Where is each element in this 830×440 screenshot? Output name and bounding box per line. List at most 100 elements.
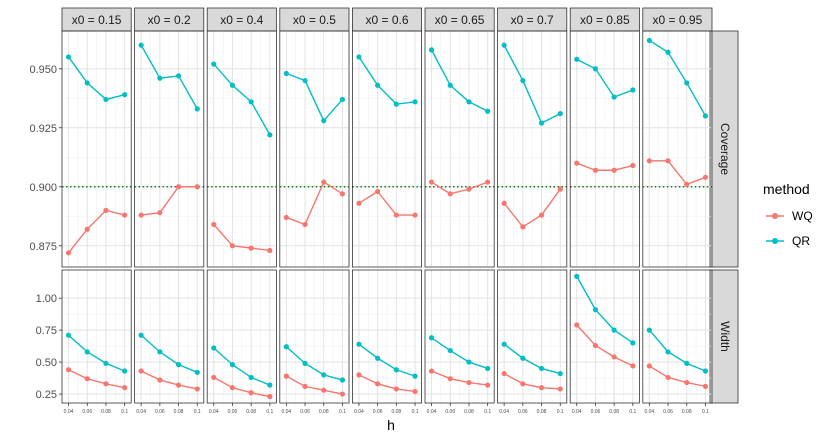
data-point-wq — [501, 200, 507, 206]
data-point-wq — [428, 368, 435, 374]
panel-border — [569, 30, 640, 268]
data-point-wq — [103, 207, 109, 213]
data-point-qr — [229, 82, 236, 88]
data-point-wq — [684, 379, 690, 386]
data-point-qr — [412, 373, 418, 379]
data-point-qr — [267, 132, 273, 138]
data-point-wq — [356, 200, 362, 206]
panel-width-x0-0-95 — [642, 269, 713, 404]
data-point-wq — [393, 212, 399, 218]
data-point-qr — [592, 66, 599, 72]
data-point-qr — [684, 360, 690, 366]
data-point-qr — [646, 37, 652, 44]
data-point-wq — [702, 383, 709, 389]
y-tick-label: 0.50 — [36, 357, 57, 369]
data-point-qr — [138, 332, 144, 338]
panel-coverage-x0-0-4 — [206, 30, 277, 268]
panel-border — [206, 269, 277, 404]
x-tick-label: 0.06 — [663, 409, 673, 415]
data-point-wq — [702, 174, 709, 180]
data-point-wq — [229, 243, 236, 249]
data-point-wq — [557, 186, 563, 192]
data-point-wq — [665, 374, 671, 381]
data-point-wq — [630, 363, 636, 369]
x-tick-label: 0.04 — [209, 409, 219, 415]
data-point-qr — [557, 111, 563, 117]
x-tick-label: 0.1 — [484, 409, 491, 415]
panel-border — [424, 30, 495, 268]
series-line-wq — [213, 376, 270, 398]
data-point-qr — [65, 332, 72, 338]
data-point-wq — [375, 188, 381, 195]
data-point-wq — [665, 158, 671, 164]
data-point-wq — [684, 181, 690, 187]
panel-border — [61, 30, 132, 268]
x-tick-label: 0.1 — [266, 409, 273, 415]
panel-coverage-x0-0-85 — [569, 30, 640, 268]
data-point-wq — [122, 385, 128, 391]
x-tick-label: 0.04 — [427, 409, 437, 415]
y-tick-label: 1.00 — [36, 293, 57, 305]
facet-strip-label: x0 = 0.65 — [435, 13, 485, 27]
panel-border — [497, 269, 568, 404]
x-tick-label: 0.1 — [339, 409, 346, 415]
data-point-wq — [194, 184, 200, 190]
data-point-qr — [574, 273, 580, 279]
series-line-wq — [68, 369, 125, 389]
x-tick-label: 0.06 — [518, 409, 528, 415]
data-point-qr — [138, 42, 144, 48]
data-point-qr — [501, 42, 507, 48]
data-point-wq — [211, 374, 217, 381]
series-line-wq — [431, 181, 488, 195]
data-point-qr — [283, 344, 289, 350]
x-tick-label: 0.04 — [136, 409, 146, 415]
facet-strip-label: x0 = 0.6 — [365, 13, 408, 27]
series-line-qr — [140, 44, 198, 110]
x-tick-label: 0.06 — [373, 409, 383, 415]
data-point-wq — [84, 376, 90, 382]
data-point-wq — [302, 383, 308, 389]
data-point-wq — [65, 250, 72, 256]
series-line-qr — [213, 347, 271, 386]
x-tick-label: 0.08 — [682, 409, 692, 415]
data-point-wq — [646, 363, 652, 369]
panel-coverage-x0-0-15 — [61, 30, 132, 268]
data-point-qr — [302, 77, 308, 84]
data-point-wq — [412, 388, 418, 395]
data-point-wq — [485, 179, 491, 185]
data-point-wq — [611, 354, 617, 360]
data-point-qr — [302, 360, 308, 366]
data-point-wq — [248, 245, 254, 251]
data-point-wq — [321, 387, 327, 393]
data-point-qr — [375, 355, 381, 361]
x-tick-label: 0.08 — [101, 409, 111, 415]
series-line-qr — [140, 334, 198, 373]
data-point-qr — [466, 359, 472, 365]
panel-coverage-x0-0-6 — [351, 30, 422, 268]
data-point-wq — [412, 212, 418, 218]
data-point-qr — [702, 368, 709, 374]
data-point-qr — [393, 101, 399, 107]
data-point-qr — [592, 307, 599, 313]
panel-width-x0-0-2 — [134, 269, 205, 404]
legend-key-point-qr — [772, 238, 778, 244]
panel-border — [279, 30, 350, 268]
data-point-qr — [339, 96, 346, 103]
panel-border — [134, 269, 205, 404]
panel-border — [206, 30, 277, 268]
data-point-qr — [229, 362, 236, 368]
panel-coverage-x0-0-2 — [134, 30, 205, 268]
facet-strip-label: x0 = 0.85 — [580, 13, 630, 27]
series-line-wq — [503, 188, 561, 228]
data-point-qr — [630, 340, 636, 346]
series-line-wq — [140, 370, 198, 390]
series-line-wq — [648, 365, 706, 388]
series-line-qr — [430, 49, 488, 112]
data-point-qr — [122, 92, 128, 98]
data-point-qr — [447, 82, 453, 88]
legend-label-wq: WQ — [792, 209, 813, 223]
y-tick-label: 0.925 — [29, 123, 57, 135]
data-point-qr — [447, 347, 453, 354]
x-tick-label: 0.1 — [121, 409, 128, 415]
series-line-qr — [358, 343, 416, 377]
